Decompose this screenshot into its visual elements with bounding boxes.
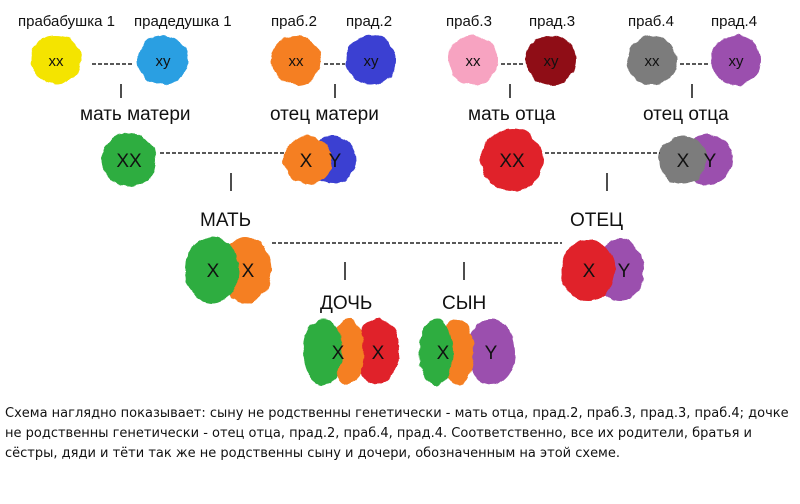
chromosome-daughter-right: X: [372, 343, 385, 364]
label-daughter: ДОЧЬ: [320, 293, 372, 314]
label-great-grandmother-3: праб.3: [446, 13, 492, 30]
chromosomes-great-grandmother-3: хх: [466, 53, 482, 70]
chromosome-son-left: X: [437, 343, 450, 364]
chromosome-mother-right: X: [242, 261, 255, 282]
blob-great-grandmother-1: [31, 35, 81, 85]
chromosomes-mother-of-father: XX: [499, 151, 525, 172]
chromosome-mother-left: X: [207, 261, 220, 282]
caption-area: [0, 400, 800, 504]
label-son: СЫН: [442, 293, 486, 314]
blob-daughter-x-from-mother: [303, 319, 343, 385]
label-great-grandfather-1: прадедушка 1: [134, 13, 232, 30]
blob-father-x: [561, 239, 615, 301]
chromosomes-great-grandmother-2: хх: [289, 53, 305, 70]
blob-son-x-from-mother: [419, 319, 453, 385]
blob-mother-of-father: [481, 129, 543, 191]
label-great-grandmother-1: прабабушка 1: [18, 13, 115, 30]
blob-great-grandfather-3: [526, 35, 576, 85]
label-father-of-mother: отец матери: [270, 104, 379, 125]
chromosome-x-father-of-mother: X: [300, 151, 313, 172]
blob-father-of-mother-x: [284, 136, 332, 184]
blob-daughter-x-from-father: [355, 319, 399, 385]
label-great-grandmother-4: праб.4: [628, 13, 674, 30]
label-mother-of-mother: мать матери: [80, 104, 191, 125]
blob-mother-x-from-mother: [185, 237, 239, 303]
blob-great-grandmother-4: [627, 35, 677, 85]
chromosomes-great-grandmother-1: хх: [49, 53, 65, 70]
label-mother-of-father: мать отца: [468, 104, 556, 125]
label-great-grandfather-3: прад.3: [529, 13, 575, 30]
blob-great-grandmother-2: [271, 35, 321, 85]
label-father: ОТЕЦ: [570, 210, 623, 231]
chromosome-y-father-of-father: Y: [704, 151, 717, 172]
blob-great-grandmother-3: [448, 35, 498, 85]
label-great-grandfather-2: прад.2: [346, 13, 392, 30]
genetic-family-tree-diagram: прабабушка 1 прадедушка 1 праб.2 прад.2 …: [18, 13, 761, 385]
label-father-of-father: отец отца: [643, 104, 729, 125]
label-great-grandmother-2: праб.2: [271, 13, 317, 30]
chromosomes-great-grandfather-2: ху: [364, 53, 380, 70]
label-mother: МАТЬ: [200, 210, 251, 231]
blob-son-y-from-father: [467, 319, 515, 385]
chromosome-x-father-of-father: X: [677, 151, 690, 172]
blob-great-grandfather-1: [138, 35, 188, 85]
chromosomes-great-grandfather-4: ху: [729, 53, 745, 70]
blob-mother-of-mother: [102, 133, 156, 187]
blob-father-of-father-x: [659, 136, 707, 184]
chromosome-son-right: Y: [485, 343, 498, 364]
chromosomes-great-grandmother-4: хх: [645, 53, 661, 70]
blob-great-grandfather-2: [346, 35, 396, 85]
label-great-grandfather-4: прад.4: [711, 13, 757, 30]
blob-great-grandfather-4: [711, 35, 761, 85]
chromosome-father-left: X: [583, 261, 596, 282]
chromosome-y-father-of-mother: Y: [329, 151, 342, 172]
chromosomes-great-grandfather-1: ху: [156, 53, 172, 70]
chromosome-daughter-left: X: [332, 343, 345, 364]
explanation-caption: Схема наглядно показывает: сыну не родст…: [5, 406, 789, 461]
chromosome-father-right: Y: [618, 261, 631, 282]
chromosomes-mother-of-mother: XX: [116, 151, 142, 172]
chromosomes-great-grandfather-3: ху: [544, 53, 560, 70]
